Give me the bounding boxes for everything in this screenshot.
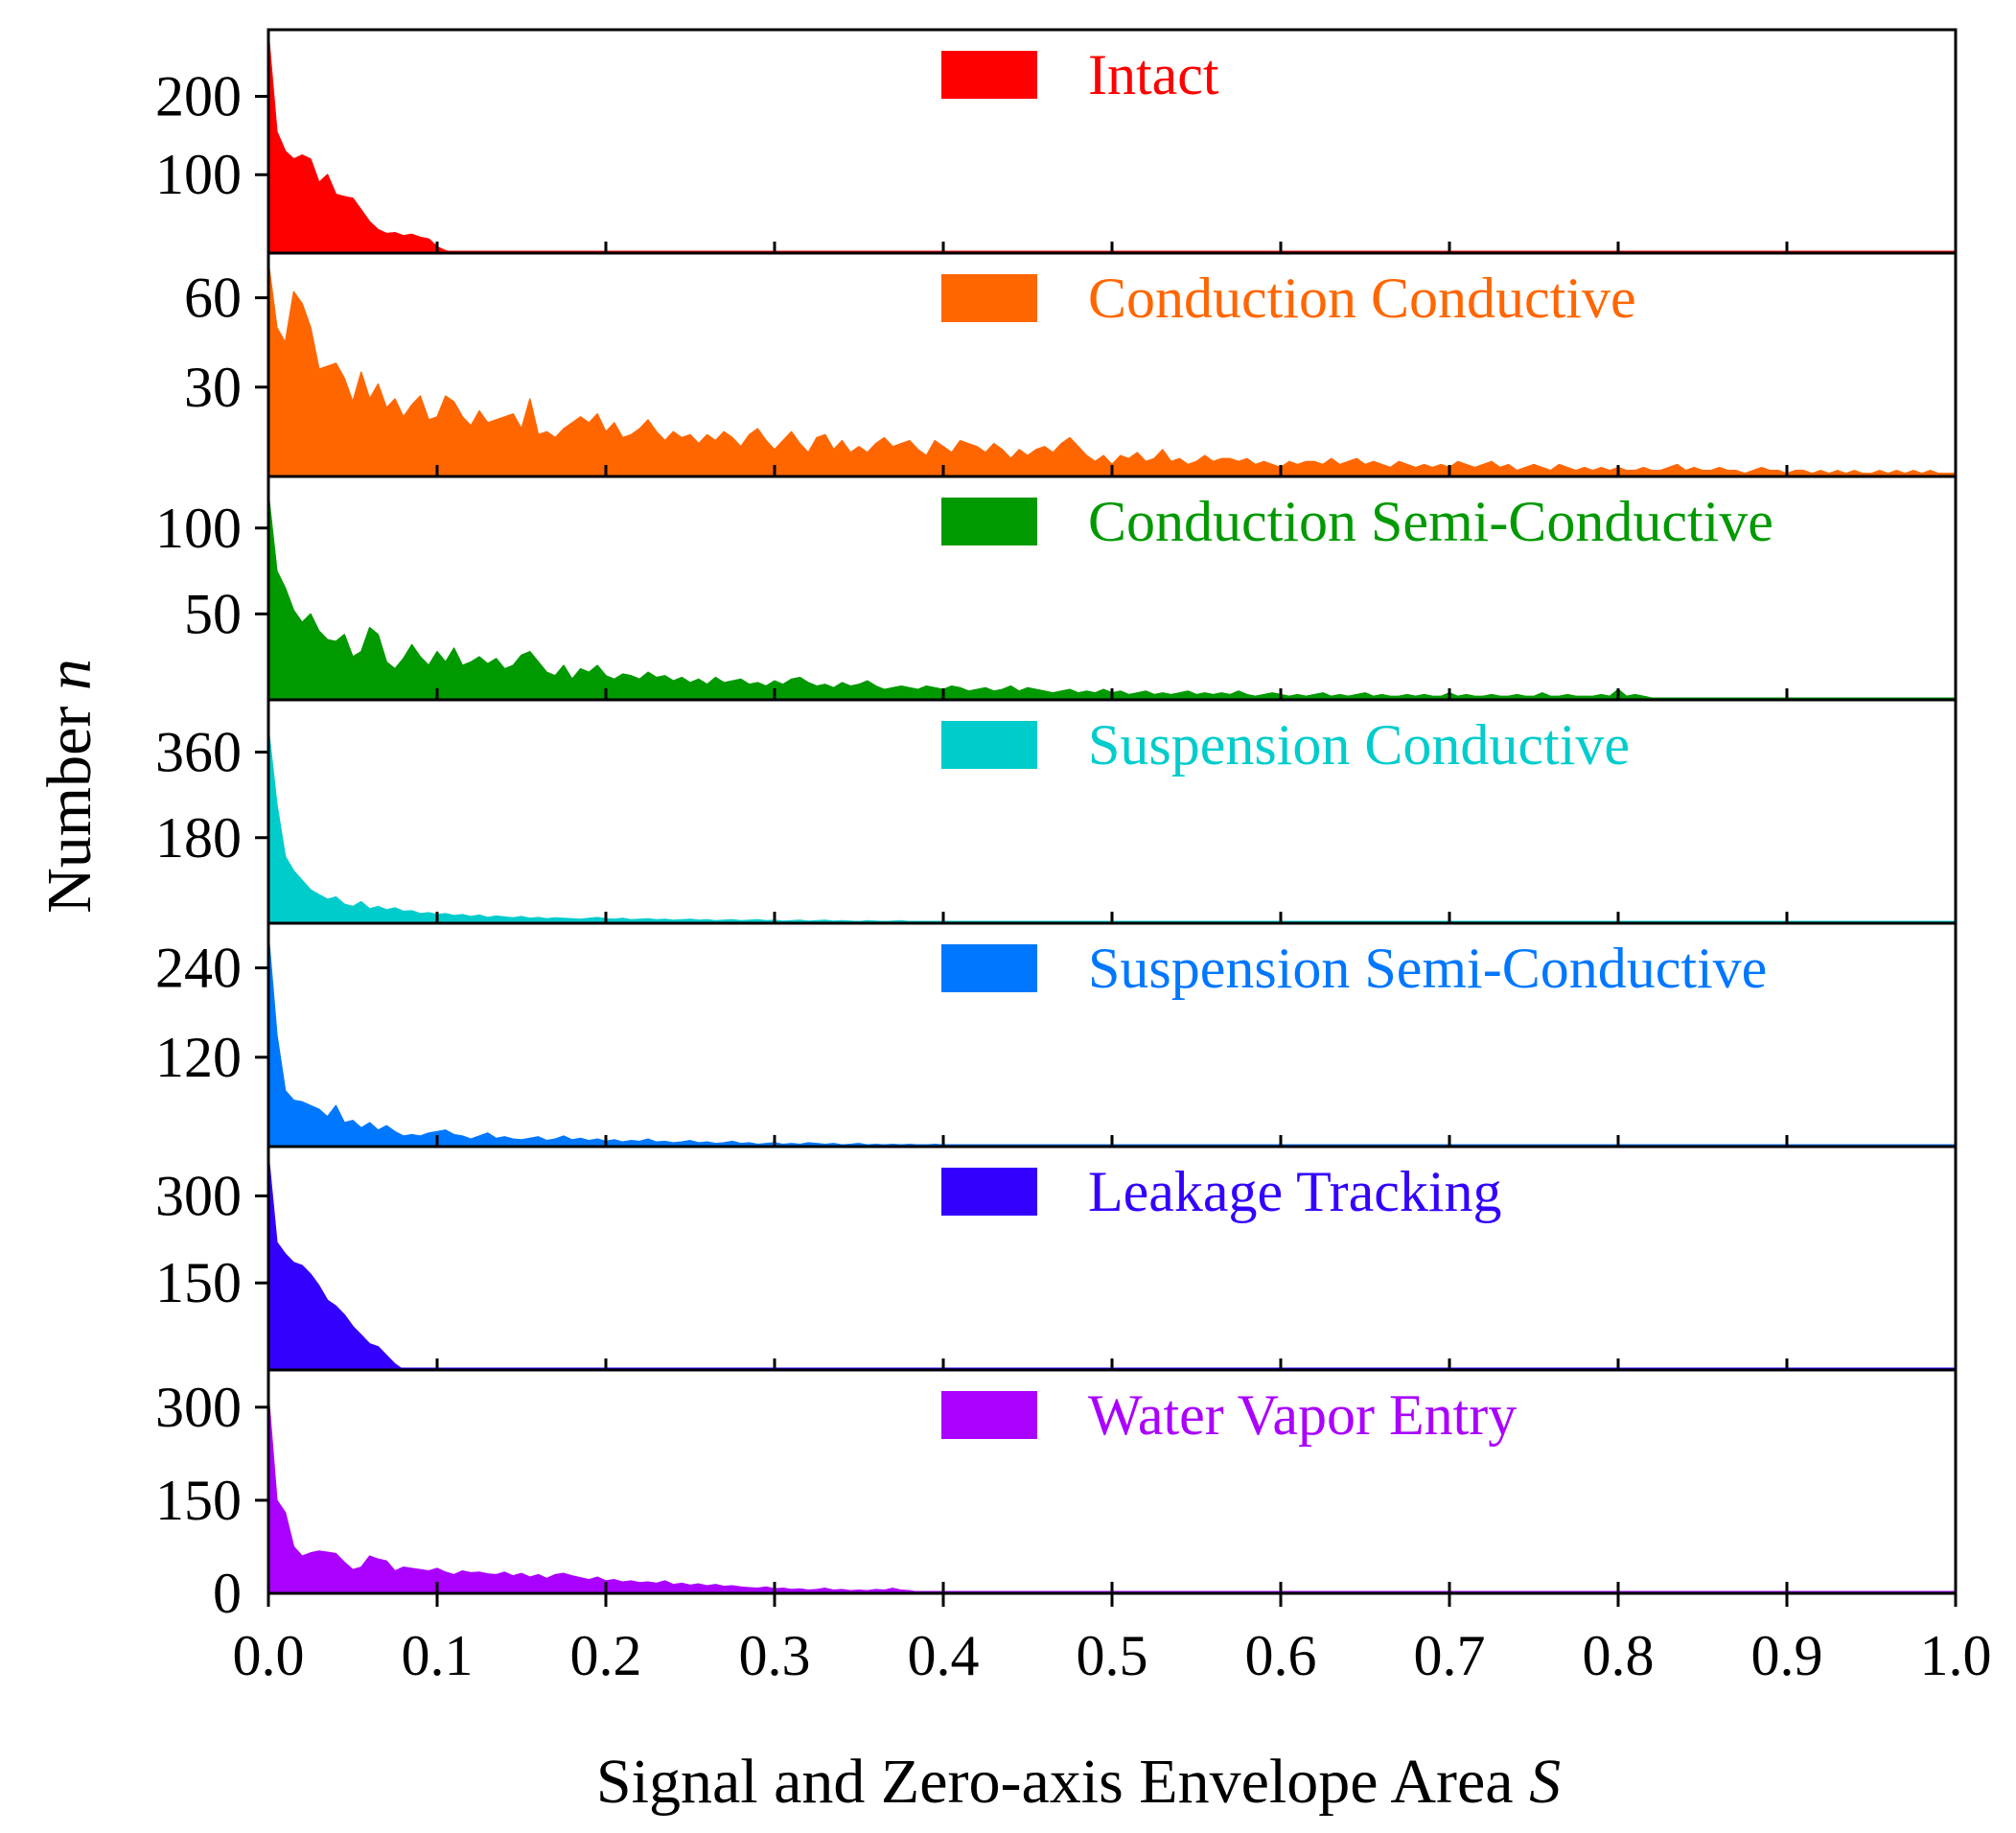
area-series-2 <box>267 261 1957 477</box>
y-axis-title-text: Number <box>35 690 104 914</box>
y-tick-label: 30 <box>184 356 242 419</box>
x-tick-label: 0.5 <box>1077 1624 1148 1687</box>
y-tick-label: 150 <box>155 1251 242 1314</box>
x-tick-label: 0.7 <box>1414 1624 1486 1687</box>
legend-label-1: Intact <box>1088 43 1219 106</box>
x-axis: 0.0 0.1 0.2 0.3 0.4 0.5 0.6 0.7 0.8 0.9 1.0 <box>233 1593 1992 1687</box>
panel-5: 120 240 Suspension Semi-Conductive <box>155 921 1958 1149</box>
x-tick-label: 0.3 <box>739 1624 811 1687</box>
x-tick-label: 0.4 <box>908 1624 980 1687</box>
legend-label-3: Conduction Semi-Conductive <box>1088 490 1773 553</box>
legend-swatch-4 <box>941 721 1037 769</box>
legend-swatch-5 <box>941 944 1037 992</box>
y-tick-label: 200 <box>155 64 242 128</box>
y-tick-label: 360 <box>155 721 242 784</box>
legend-label-2: Conduction Conductive <box>1088 267 1636 330</box>
legend-label-5: Suspension Semi-Conductive <box>1088 937 1767 1000</box>
y-tick-label: 60 <box>184 267 242 330</box>
y-tick-label: 100 <box>155 497 242 560</box>
x-axis-title: Signal and Zero-axis Envelope Area S <box>596 1747 1561 1817</box>
y-axis-title: Number n <box>35 659 104 914</box>
x-axis-title-text: Signal and Zero-axis Envelope Area <box>596 1747 1529 1817</box>
x-tick-label: 0.0 <box>233 1624 305 1687</box>
legend-swatch-1 <box>941 51 1037 99</box>
area-series-7 <box>267 1394 1957 1594</box>
y-tick-label: 100 <box>155 143 242 206</box>
legend-swatch-6 <box>941 1168 1037 1216</box>
y-tick-label: 120 <box>155 1026 242 1089</box>
x-tick-label: 0.2 <box>570 1624 642 1687</box>
legend-swatch-3 <box>941 498 1037 545</box>
x-tick-label: 0.8 <box>1583 1624 1655 1687</box>
y-tick-label: 150 <box>155 1469 242 1532</box>
y-tick-label: 240 <box>155 937 242 1000</box>
x-tick-label: 1.0 <box>1920 1624 1992 1687</box>
x-axis-title-var: S <box>1529 1747 1561 1817</box>
y-tick-label: 300 <box>155 1376 242 1439</box>
legend-label-4: Suspension Conductive <box>1088 713 1630 777</box>
panels-group: 100 200 Intact 30 60 Conduction Conductive 50 1… <box>155 28 1958 1625</box>
y-tick-label: 300 <box>155 1164 242 1227</box>
legend-label-6: Leakage Tracking <box>1088 1160 1502 1223</box>
x-tick-label: 0.6 <box>1245 1624 1317 1687</box>
y-tick-label: 180 <box>155 806 242 870</box>
area-series-3 <box>267 493 1957 701</box>
panel-7: 0 150 300 Water Vapor Entry <box>155 1368 1958 1625</box>
area-series-6 <box>267 1154 1957 1371</box>
panel-3: 50 100 Conduction Semi-Conductive <box>155 475 1958 702</box>
x-tick-label: 0.9 <box>1751 1624 1823 1687</box>
legend-label-7: Water Vapor Entry <box>1088 1383 1517 1447</box>
y-axis-title-var: n <box>35 659 104 690</box>
y-tick-label: 50 <box>184 582 242 645</box>
panel-2: 30 60 Conduction Conductive <box>184 251 1958 478</box>
x-tick-label: 0.1 <box>402 1624 474 1687</box>
legend-swatch-7 <box>941 1391 1037 1439</box>
legend-swatch-2 <box>941 274 1037 322</box>
y-tick-label: 0 <box>213 1562 242 1625</box>
